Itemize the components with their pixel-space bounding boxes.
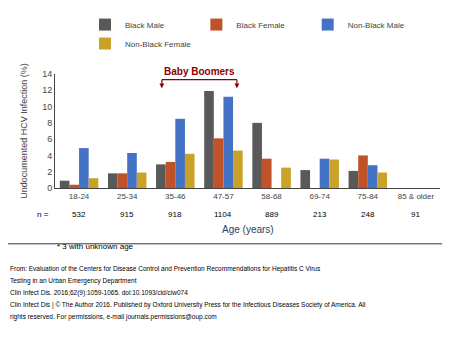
svg-text:532: 532 [72,210,86,219]
svg-text:* 3 with unknown age: * 3 with unknown age [57,242,134,251]
svg-text:Testing in an Urban Emergency: Testing in an Urban Emergency Department [10,277,137,285]
svg-text:2: 2 [47,167,52,177]
svg-text:Baby Boomers: Baby Boomers [164,66,235,77]
svg-text:0: 0 [47,183,52,193]
svg-text:Age (years): Age (years) [222,224,274,235]
svg-text:47-57: 47-57 [213,192,234,201]
svg-text:n =: n = [37,210,49,219]
svg-text:Black Female: Black Female [236,21,285,30]
svg-text:Clin Infect Dis | © The Author: Clin Infect Dis | © The Author 2016. Pub… [10,301,366,309]
svg-text:Black Male: Black Male [125,21,165,30]
svg-text:8: 8 [47,118,52,128]
svg-text:10: 10 [42,102,52,112]
svg-text:69-74: 69-74 [309,192,330,201]
svg-text:18-24: 18-24 [69,192,90,201]
svg-text:Non-Black Female: Non-Black Female [125,40,191,49]
svg-text:1104: 1104 [214,210,232,219]
svg-text:4: 4 [47,151,52,161]
svg-text:58-68: 58-68 [261,192,282,201]
svg-text:889: 889 [265,210,279,219]
svg-text:25-34: 25-34 [117,192,138,201]
svg-text:915: 915 [120,210,134,219]
svg-text:85 & older: 85 & older [398,192,435,201]
svg-text:Clin Infect Dis. 2016;62(9):10: Clin Infect Dis. 2016;62(9):1059-1065. d… [10,289,188,297]
svg-text:75-84: 75-84 [358,192,379,201]
svg-text:rights reserved. For permissio: rights reserved. For permissions, e-mail… [10,313,217,321]
svg-text:Non-Black Male: Non-Black Male [348,21,405,30]
svg-text:12: 12 [42,85,52,95]
svg-text:248: 248 [361,210,375,219]
svg-text:918: 918 [168,210,182,219]
svg-text:6: 6 [47,134,52,144]
svg-text:35-46: 35-46 [165,192,186,201]
svg-text:14: 14 [42,69,52,79]
svg-text:Undocumented HCV Infection (%): Undocumented HCV Infection (%) [19,63,29,199]
svg-text:From: Evaluation of the Center: From: Evaluation of the Centers for Dise… [10,265,321,273]
svg-text:91: 91 [411,210,420,219]
svg-text:213: 213 [313,210,327,219]
